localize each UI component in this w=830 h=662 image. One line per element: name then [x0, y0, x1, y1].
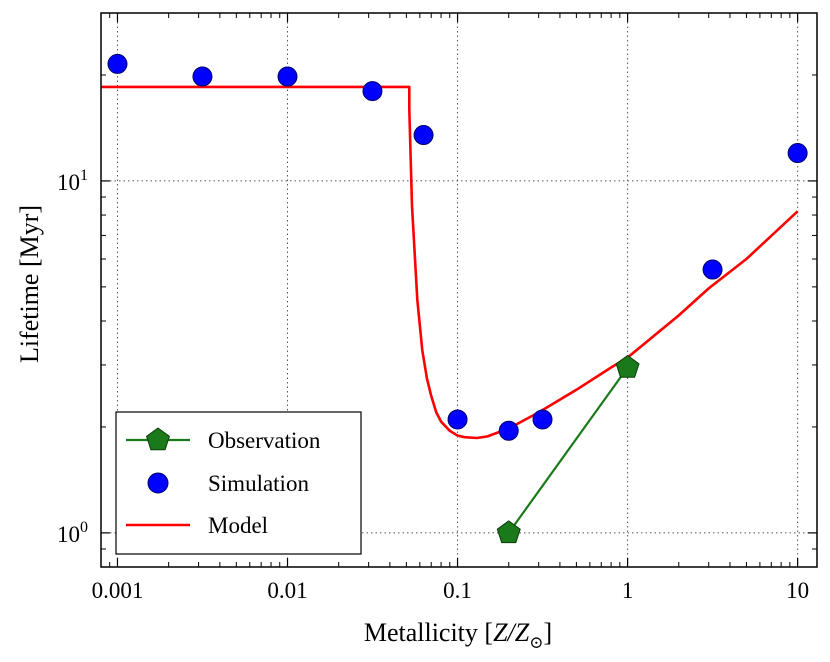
- simulation-point: [413, 125, 434, 146]
- plot-frame: [100, 12, 818, 568]
- x-tick-label: 10: [786, 578, 809, 603]
- simulation-point: [362, 81, 383, 102]
- model-line: [101, 85, 799, 440]
- simulation-point: [107, 53, 128, 74]
- legend-observation-label: Observation: [208, 428, 321, 453]
- simulation-point: [277, 66, 298, 87]
- x-tick-label: 0.01: [267, 578, 307, 603]
- legend-observation-marker: [146, 427, 170, 451]
- simulation-point: [787, 143, 808, 164]
- legend-simulation-marker: [147, 472, 169, 494]
- x-axis-label: Metallicity [Z/Z⊙]: [364, 618, 552, 652]
- observation-point: [496, 520, 521, 544]
- legend: Observation Simulation Model: [115, 411, 362, 555]
- y-tick-label: 101: [57, 167, 88, 195]
- simulation-point: [192, 66, 213, 87]
- legend-model-label: Model: [208, 513, 268, 538]
- simulation-point: [702, 259, 723, 280]
- y-axis-label: Lifetime [Myr]: [15, 205, 44, 363]
- legend-simulation-label: Simulation: [208, 471, 309, 496]
- x-tick-label: 0.001: [92, 578, 144, 603]
- x-tick-label: 0.1: [443, 578, 472, 603]
- axis-ticks: 0.001 0.01 0.1 1 10 100 101: [57, 13, 817, 603]
- observation-line: [507, 366, 629, 534]
- simulation-point: [532, 409, 553, 430]
- simulation-point: [447, 409, 468, 430]
- simulation-point: [498, 420, 519, 441]
- x-tick-label: 1: [622, 578, 634, 603]
- observation-point: [615, 354, 640, 378]
- plot-area: [101, 53, 808, 544]
- y-tick-label: 100: [57, 519, 88, 547]
